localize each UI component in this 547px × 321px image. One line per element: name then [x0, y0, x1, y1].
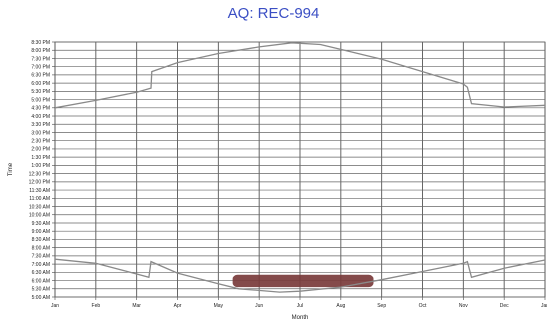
y-tick-label: 4:30 PM — [31, 106, 50, 112]
x-axis-label: Month — [292, 315, 309, 321]
x-tick-label: Feb — [92, 303, 101, 309]
x-tick-label: Jan — [541, 303, 547, 309]
x-tick-label: Jul — [297, 303, 303, 309]
y-tick-label: 8:00 AM — [32, 245, 50, 251]
y-tick-label: 5:30 AM — [32, 287, 50, 293]
y-tick-label: 11:30 AM — [29, 188, 50, 194]
y-tick-label: 8:00 PM — [31, 48, 50, 54]
x-tick-label: Nov — [459, 303, 468, 309]
y-tick-label: 2:30 PM — [31, 139, 50, 145]
sunset-line — [54, 42, 546, 109]
y-tick-label: 7:00 PM — [31, 64, 50, 70]
x-tick-label: Oct — [419, 303, 427, 309]
y-tick-label: 8:30 PM — [31, 40, 50, 46]
y-tick-label: 10:00 AM — [29, 213, 50, 219]
y-tick-label: 9:00 AM — [32, 229, 50, 235]
x-tick-label: Apr — [174, 303, 182, 309]
y-tick-label: 6:00 PM — [31, 81, 50, 87]
x-tick-label: May — [214, 303, 224, 309]
y-tick-label: 7:30 AM — [32, 254, 50, 260]
y-tick-label: 6:30 AM — [32, 270, 50, 276]
y-tick-label: 5:30 PM — [31, 89, 50, 95]
y-tick-label: 12:00 PM — [29, 180, 50, 186]
x-tick-label: Jan — [51, 303, 59, 309]
y-axis-label: Time — [8, 162, 14, 176]
y-tick-label: 8:30 AM — [32, 237, 50, 243]
y-tick-label: 11:00 AM — [29, 196, 50, 202]
y-tick-label: 6:00 AM — [32, 278, 50, 284]
y-tick-label: 10:30 AM — [29, 204, 50, 210]
x-tick-label: Jun — [255, 303, 263, 309]
x-tick-label: Aug — [336, 303, 345, 309]
y-tick-label: 3:30 PM — [31, 122, 50, 128]
y-tick-label: 1:00 PM — [31, 163, 50, 169]
y-tick-label: 1:30 PM — [31, 155, 50, 161]
activity-highlight — [232, 274, 374, 288]
y-tick-label: 2:00 PM — [31, 147, 50, 153]
y-tick-label: 12:30 PM — [29, 171, 50, 177]
y-tick-label: 9:30 AM — [32, 221, 50, 227]
sunrise-line — [54, 258, 546, 293]
x-tick-label: Sep — [377, 303, 386, 309]
y-tick-label: 7:30 PM — [31, 56, 50, 62]
y-tick-label: 3:00 PM — [31, 130, 50, 136]
y-tick-label: 4:00 PM — [31, 114, 50, 120]
y-tick-label: 6:30 PM — [31, 73, 50, 79]
y-tick-label: 7:00 AM — [32, 262, 50, 268]
x-tick-label: Dec — [500, 303, 509, 309]
y-tick-label: 5:00 PM — [31, 97, 50, 103]
chart-title: AQ: REC-994 — [227, 5, 320, 22]
y-tick-label: 5:00 AM — [32, 295, 50, 301]
x-tick-label: Mar — [132, 303, 141, 309]
